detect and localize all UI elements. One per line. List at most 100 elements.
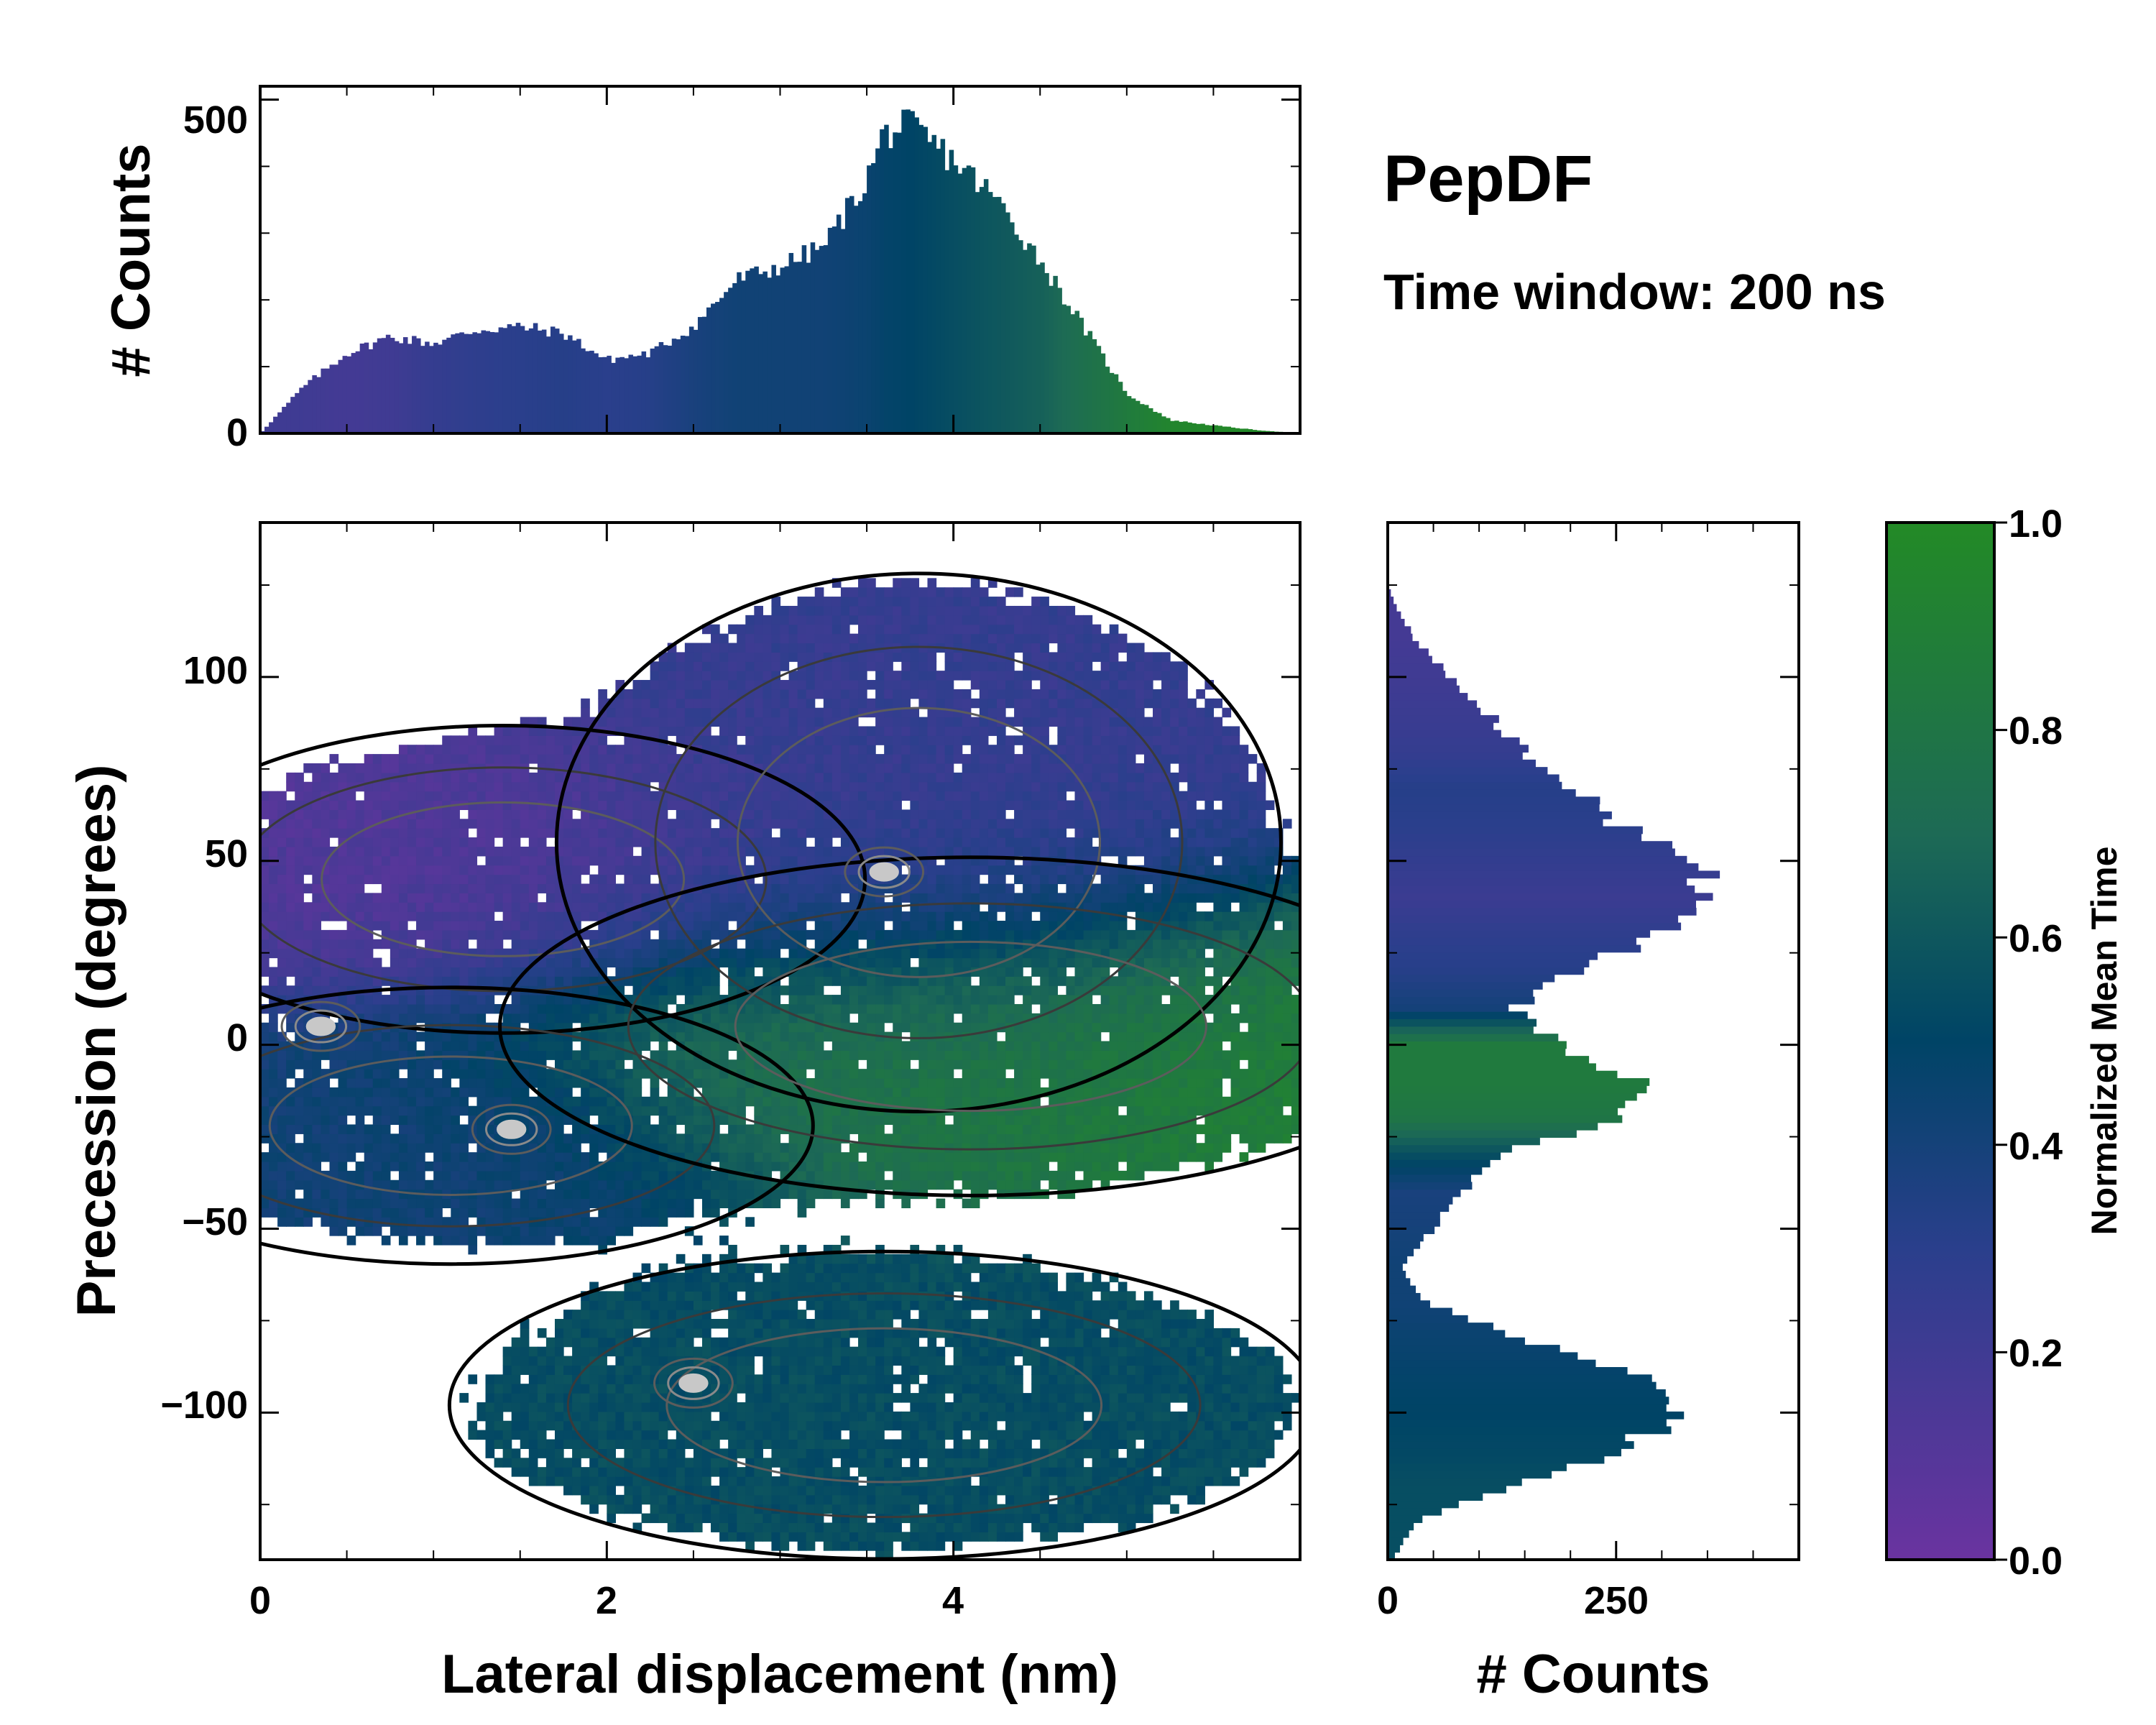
heatmap-cell bbox=[754, 957, 763, 968]
heatmap-cell bbox=[260, 957, 270, 968]
heatmap-cell bbox=[771, 1143, 781, 1153]
heatmap-cell bbox=[823, 698, 833, 709]
heatmap-cell bbox=[346, 1087, 356, 1098]
heatmap-cell bbox=[719, 1189, 729, 1200]
heatmap-cell bbox=[615, 1430, 625, 1440]
heatmap-cell bbox=[658, 1124, 668, 1134]
heatmap-cell bbox=[355, 911, 365, 921]
top-histogram-bar bbox=[732, 282, 737, 433]
heatmap-cell bbox=[494, 1420, 504, 1431]
heatmap-cell bbox=[407, 1208, 417, 1218]
heatmap-cell bbox=[329, 1059, 339, 1070]
heatmap-cell bbox=[303, 883, 313, 893]
heatmap-cell bbox=[390, 921, 400, 931]
heatmap-cell bbox=[745, 772, 755, 783]
heatmap-cell bbox=[693, 1069, 703, 1079]
heatmap-cell bbox=[814, 985, 824, 995]
heatmap-cell bbox=[632, 976, 642, 986]
heatmap-cell bbox=[511, 1170, 521, 1181]
heatmap-cell bbox=[537, 1236, 547, 1246]
heatmap-cell bbox=[425, 883, 434, 893]
heatmap-cell bbox=[528, 735, 538, 745]
heatmap-cell bbox=[650, 1494, 660, 1505]
heatmap-cell bbox=[737, 1513, 746, 1524]
heatmap-cell bbox=[545, 1152, 556, 1162]
heatmap-cell bbox=[615, 883, 625, 893]
heatmap-cell bbox=[545, 921, 556, 931]
heatmap-cell bbox=[295, 929, 304, 940]
heatmap-cell bbox=[771, 1494, 781, 1505]
heatmap-cell bbox=[797, 1384, 807, 1394]
heatmap-cell bbox=[728, 680, 737, 690]
heatmap-cell bbox=[545, 1402, 556, 1412]
heatmap-cell bbox=[788, 754, 798, 764]
heatmap-cell bbox=[728, 1161, 737, 1172]
heatmap-cell bbox=[745, 1282, 755, 1292]
heatmap-cell bbox=[693, 1504, 703, 1514]
heatmap-cell bbox=[554, 1420, 564, 1431]
heatmap-cell bbox=[667, 745, 677, 755]
heatmap-cell bbox=[537, 1226, 547, 1236]
heatmap-cell bbox=[442, 929, 451, 940]
heatmap-cell bbox=[321, 1152, 331, 1162]
heatmap-cell bbox=[624, 745, 634, 755]
heatmap-cell bbox=[433, 1059, 443, 1070]
heatmap-cell bbox=[632, 893, 642, 903]
top-histogram-bar bbox=[923, 126, 928, 434]
heatmap-cell bbox=[632, 1300, 642, 1310]
heatmap-cell bbox=[814, 1031, 824, 1042]
heatmap-cell bbox=[711, 661, 720, 671]
heatmap-cell bbox=[520, 976, 530, 986]
heatmap-cell bbox=[338, 1189, 348, 1200]
heatmap-cell bbox=[780, 911, 790, 921]
heatmap-cell bbox=[624, 1485, 634, 1496]
heatmap-cell bbox=[658, 1458, 668, 1468]
heatmap-cell bbox=[780, 689, 790, 699]
top-histogram-bar bbox=[931, 134, 937, 434]
heatmap-cell bbox=[745, 1439, 755, 1449]
heatmap-cell bbox=[754, 1069, 763, 1079]
heatmap-cell bbox=[554, 1328, 564, 1338]
heatmap-cell bbox=[684, 819, 694, 829]
heatmap-cell bbox=[381, 763, 391, 773]
heatmap-cell bbox=[745, 1133, 755, 1144]
heatmap-cell bbox=[676, 689, 686, 699]
heatmap-cell bbox=[719, 652, 729, 662]
heatmap-cell bbox=[728, 902, 737, 912]
heatmap-cell bbox=[693, 1179, 703, 1190]
heatmap-cell bbox=[572, 1439, 581, 1449]
heatmap-cell bbox=[520, 1356, 530, 1366]
heatmap-cell bbox=[502, 1374, 512, 1384]
heatmap-cell bbox=[737, 911, 746, 921]
heatmap-cell bbox=[788, 1439, 798, 1449]
heatmap-cell bbox=[269, 985, 278, 995]
heatmap-cell bbox=[442, 763, 451, 773]
heatmap-cell bbox=[295, 939, 304, 949]
heatmap-cell bbox=[364, 1198, 374, 1209]
heatmap-cell bbox=[763, 1041, 773, 1051]
heatmap-cell bbox=[476, 1402, 487, 1412]
heatmap-cell bbox=[364, 976, 374, 986]
heatmap-cell bbox=[286, 874, 295, 885]
heatmap-cell bbox=[745, 1532, 755, 1542]
heatmap-cell bbox=[502, 1208, 512, 1218]
heatmap-cell bbox=[581, 1226, 590, 1236]
heatmap-cell bbox=[676, 1179, 686, 1190]
heatmap-cell bbox=[572, 855, 581, 866]
heatmap-cell bbox=[407, 800, 417, 810]
heatmap-cell bbox=[658, 828, 668, 838]
heatmap-cell bbox=[684, 809, 694, 819]
heatmap-cell bbox=[372, 957, 382, 968]
heatmap-cell bbox=[372, 921, 382, 931]
heatmap-cell bbox=[823, 1402, 833, 1412]
heatmap-cell bbox=[615, 1291, 625, 1301]
heatmap-cell bbox=[667, 1022, 677, 1033]
heatmap-cell bbox=[728, 717, 737, 727]
heatmap-cell bbox=[728, 671, 737, 681]
heatmap-cell bbox=[338, 1059, 348, 1070]
heatmap-cell bbox=[511, 1356, 521, 1366]
heatmap-cell bbox=[537, 781, 547, 792]
heatmap-cell bbox=[451, 1059, 460, 1070]
heatmap-cell bbox=[520, 1458, 530, 1468]
top-histogram-bar bbox=[338, 359, 344, 433]
